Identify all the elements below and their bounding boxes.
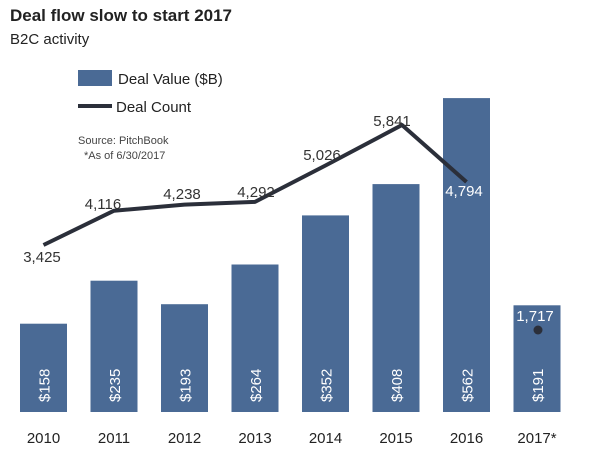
count-label: 5,026 [303,147,341,164]
source-note: Source: PitchBook [78,135,169,147]
bar-value-label: $191 [530,369,547,402]
bar-value-label: $193 [178,369,195,402]
bar-2014 [302,215,349,412]
x-tick-label: 2012 [168,430,201,447]
chart-title: Deal flow slow to start 2017 [10,6,233,25]
bar-value-label: $264 [248,369,265,402]
bar-value-label: $562 [460,369,477,402]
x-tick-label: 2015 [379,430,412,447]
count-label: 3,425 [23,249,61,266]
bar-2013 [231,264,279,412]
count-label: 4,794 [445,183,483,200]
bar-2015 [372,184,420,412]
legend: Deal Value ($B) Deal Count [78,70,223,116]
chart-subtitle: B2C activity [10,31,90,48]
asof-note: *As of 6/30/2017 [84,150,165,162]
bar-2017 [513,305,561,412]
bar-value-label: $408 [389,369,406,402]
line-layer: 3,425 4,116 4,238 4,292 5,026 5,841 4,794 1,717 [23,113,554,335]
deal-count-point-2017 [533,325,543,335]
x-axis-ticks: 2010 2011 2012 2013 2014 2015 2016 2017* [27,430,557,447]
x-tick-label: 2010 [27,430,60,447]
count-label: 5,841 [373,113,411,130]
legend-bar-label: Deal Value ($B) [118,71,223,88]
x-tick-label: 2013 [238,430,271,447]
x-tick-label: 2014 [309,430,342,447]
bar-2016 [443,98,490,412]
bar-2012 [161,304,208,412]
count-label: 4,238 [163,186,201,203]
x-tick-label: 2011 [98,430,130,447]
x-tick-label: 2017* [517,430,556,447]
bars-layer: $158 $235 $193 $264 $352 $408 $562 $191 [20,98,561,412]
deal-count-line [42,123,468,247]
x-tick-label: 2016 [450,430,483,447]
bar-value-label: $158 [37,369,54,402]
bar-value-label: $235 [107,369,124,402]
count-label: 4,292 [237,184,275,201]
count-label: 1,717 [516,308,554,325]
bar-value-label: $352 [319,369,336,402]
bar-2011 [90,280,138,412]
bar-2010 [20,323,67,412]
legend-line-label: Deal Count [116,99,192,116]
source-notes: Source: PitchBook *As of 6/30/2017 [78,135,169,162]
count-label: 4,116 [85,196,121,213]
legend-bar-swatch [78,70,112,86]
